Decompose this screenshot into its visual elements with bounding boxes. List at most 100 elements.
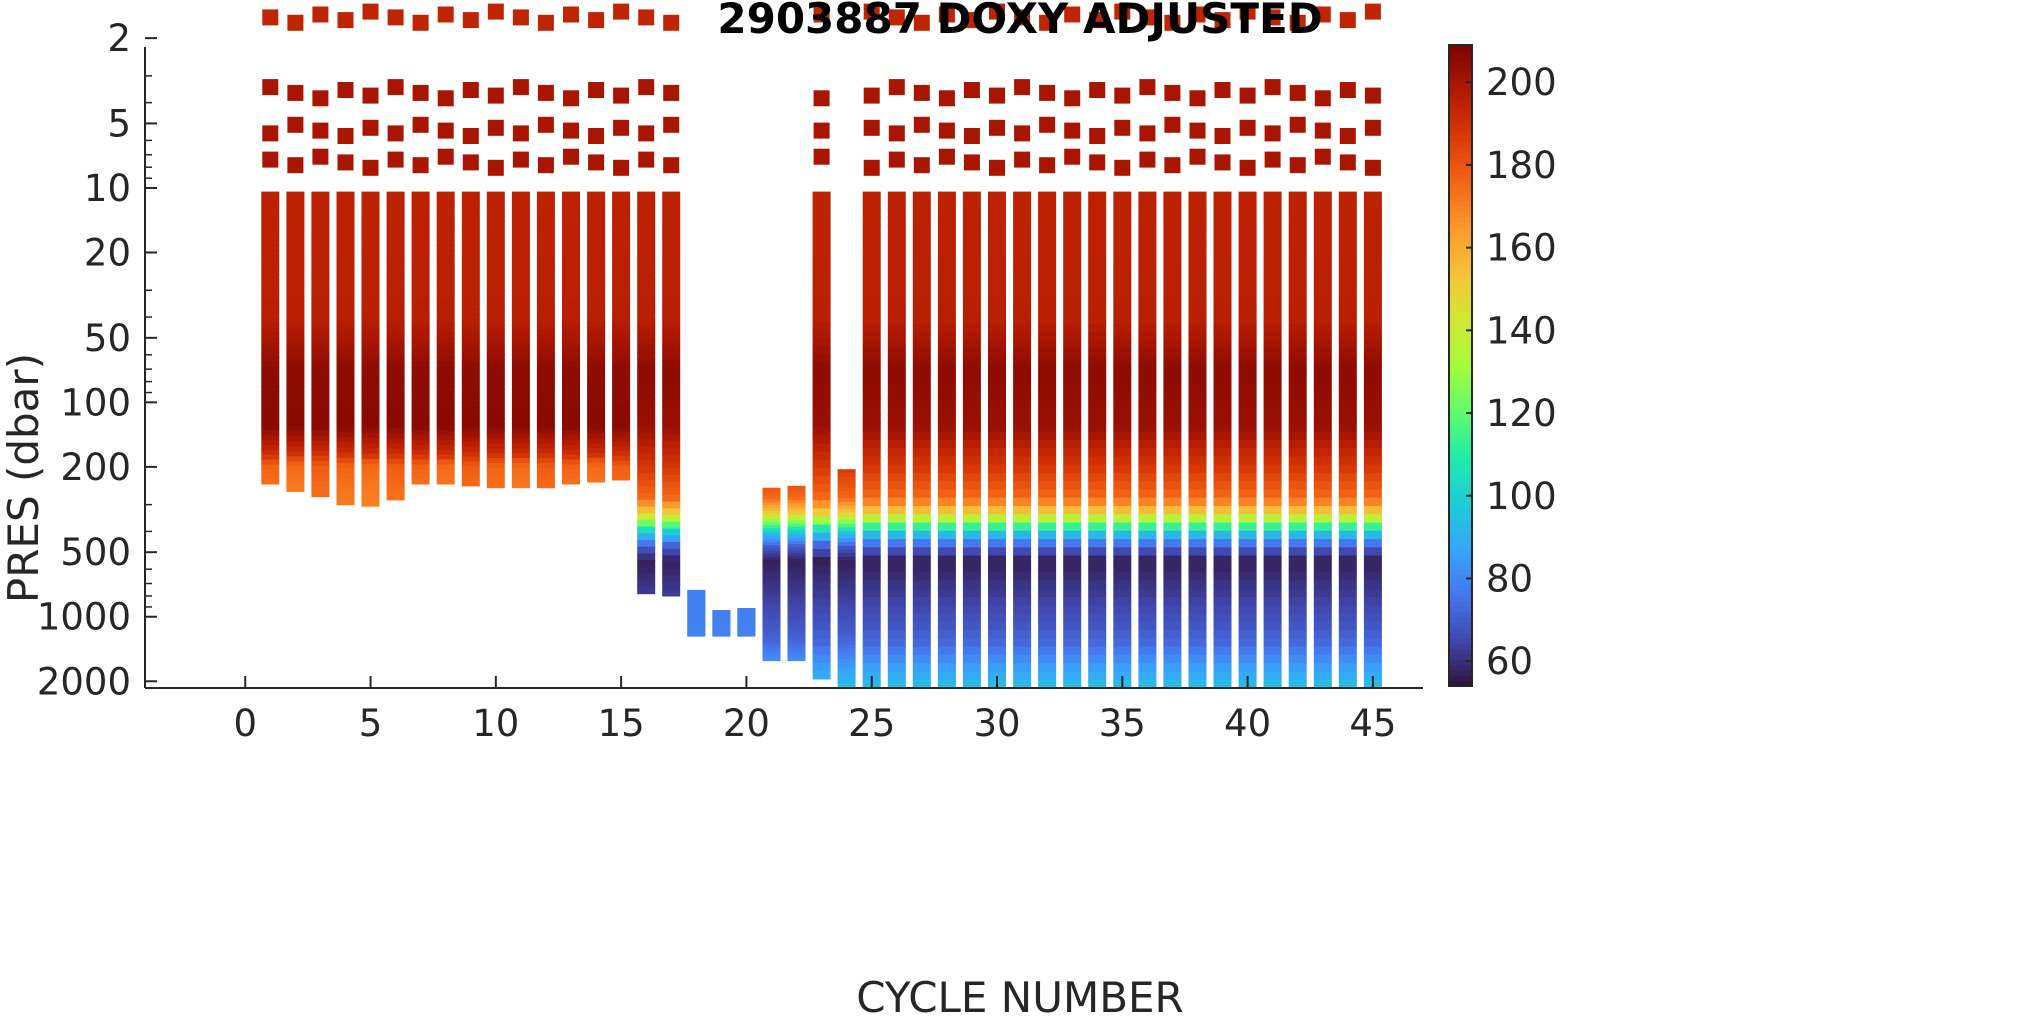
data-cell [486,477,505,484]
data-cell [762,568,781,572]
data-cell [1113,224,1132,234]
data-cell [1238,348,1257,358]
data-cell [1088,456,1107,466]
data-cell [1013,390,1032,400]
colorbar-segment [1449,499,1472,505]
data-cell [862,315,881,325]
data-cell [1088,274,1107,284]
data-cell [662,299,681,307]
data-cell [386,427,405,434]
data-cell [511,482,530,489]
data-cell [536,349,555,355]
data-cell [461,328,480,335]
colorbar-segment [1449,493,1472,500]
data-cell [411,362,430,368]
y-tick-label: 20 [84,232,131,275]
data-cell [1188,646,1207,656]
data-cell [411,479,430,485]
data-cell [1013,216,1032,226]
data-cell [536,290,555,296]
data-cell [1288,654,1307,664]
data-cell [1238,241,1257,251]
data-cell [812,451,831,461]
data-cell [1263,481,1282,491]
data-cell [837,589,856,594]
data-cell [562,264,580,271]
data-cell [912,406,931,416]
data-cell [762,530,781,535]
data-cell [562,240,580,246]
data-cell [436,440,455,446]
data-cell [1313,654,1332,664]
data-cell [1188,456,1207,466]
data-cell [1038,390,1057,400]
data-cell [336,301,355,307]
data-cell [336,353,355,360]
data-cell [988,191,1006,201]
data-cell [1288,224,1307,234]
data-cell [1238,315,1257,325]
data-cell [988,241,1006,251]
data-cell [762,602,781,607]
data-cell [336,473,355,480]
data-cell [536,201,555,207]
data-cell [912,199,931,209]
data-cell [687,626,706,628]
data-cell [1238,324,1257,333]
data-cell [1138,448,1157,457]
data-cell [286,291,305,298]
data-cell [1263,299,1282,309]
data-cell [662,191,681,199]
data-cell [587,419,606,425]
data-cell [862,365,881,375]
data-cell [1288,621,1307,631]
data-cell [1013,679,1032,689]
colorbar-segment [1449,55,1472,62]
data-cell [988,390,1006,400]
data-cell [486,339,505,346]
data-cell [536,255,555,262]
colorbar-segment [1449,317,1472,324]
data-cell [361,317,380,324]
data-cell [386,207,405,213]
data-cell [637,225,656,233]
colorbar-segment [1449,552,1472,559]
data-cell [1238,630,1257,639]
data-cell [1063,679,1082,689]
data-cell [1338,448,1357,457]
data-cell [687,613,706,616]
data-cell [1238,539,1257,548]
data-cell [587,457,606,464]
data-cell [637,546,656,554]
data-cell [1363,216,1382,226]
colorbar-segment [1449,98,1472,105]
data-cell [261,376,280,383]
data-cell [787,538,806,542]
colorbar-segment [1449,141,1472,148]
data-cell [386,253,405,259]
data-cell [562,269,580,276]
data-cell [837,604,856,609]
colorbar-segment [1449,483,1472,489]
data-cell [1263,390,1282,400]
data-cell [988,365,1006,375]
data-cell [411,337,430,344]
data-cell [1288,522,1307,532]
data-cell [411,435,430,441]
data-cell [1088,580,1107,590]
data-cell [261,459,280,465]
data-cell [1013,431,1032,441]
data-cell [1038,324,1057,333]
data-cell [937,472,956,482]
surface-sample [1014,151,1031,168]
data-cell [411,381,430,388]
data-cell [837,553,856,558]
data-cell [862,324,881,333]
data-cell [812,524,831,534]
surface-sample [312,6,329,23]
data-cell [1088,398,1107,408]
colorbar-segment [1449,600,1472,607]
data-cell [1238,191,1257,201]
data-cell [762,493,781,497]
data-cell [988,506,1006,515]
